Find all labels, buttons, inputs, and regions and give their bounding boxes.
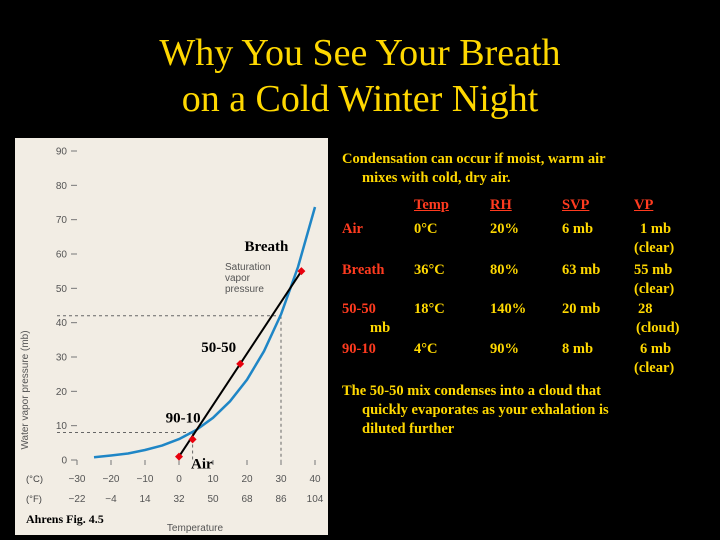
header-rh: RH — [490, 197, 512, 213]
data-points: Air 90-10 50-50 Breath — [166, 239, 306, 473]
row-svp: 63 mb — [562, 262, 601, 278]
y-tick-label: 70 — [56, 215, 68, 226]
table-row-breath: Breath 36°C 80% 63 mb 55 mb (clear) — [342, 261, 712, 301]
y-tick-label: 90 — [56, 147, 68, 158]
row-rh: 20% — [490, 221, 519, 237]
row-rh: 80% — [490, 262, 519, 278]
row-svp: 8 mb — [562, 341, 594, 357]
title-line-1: Why You See Your Breath — [159, 32, 561, 74]
x-tick-label-fahrenheit: 14 — [139, 494, 151, 505]
row-label: 50-50 — [342, 301, 376, 317]
row-label-continuation: mb — [370, 320, 391, 336]
y-tick-label: 60 — [56, 250, 68, 261]
point-breath — [297, 267, 306, 276]
y-tick-label: 50 — [56, 284, 68, 295]
row-vp: 55 mb — [634, 262, 673, 278]
point-label-breath: Breath — [245, 239, 290, 255]
y-axis-label: Water vapor pressure (mb) — [20, 330, 31, 449]
dashed-reference-lines — [57, 315, 282, 460]
point-label-50-50: 50-50 — [201, 340, 236, 356]
curve-label-line-3: pressure — [225, 284, 264, 295]
x-axis-label: Temperature — [167, 523, 224, 534]
point-90-10 — [188, 435, 197, 444]
x-unit-fahrenheit: (°F) — [26, 494, 42, 505]
header-vp: VP — [634, 197, 654, 213]
row-temp: 18°C — [414, 301, 445, 317]
point-label-90-10: 90-10 — [166, 410, 201, 426]
row-note: (clear) — [634, 281, 675, 297]
y-tick-label: 10 — [56, 421, 68, 432]
x-tick-label-fahrenheit: −4 — [105, 494, 117, 505]
outro-line-2: quickly evaporates as your exhalation is — [362, 402, 609, 418]
row-note: (clear) — [634, 240, 675, 256]
row-rh: 90% — [490, 341, 519, 357]
intro-line-2: mixes with cold, dry air. — [362, 170, 511, 186]
x-tick-label-celsius: −10 — [137, 474, 154, 485]
chart-figure: 0 10 20 30 40 50 60 70 80 90 −30 −22 −20 −4 −10 14 0 32 10… — [15, 138, 328, 535]
x-tick-label-celsius: 10 — [207, 474, 219, 485]
header-svp: SVP — [562, 197, 590, 213]
y-tick-label: 80 — [56, 181, 68, 192]
table-header-row: Temp RH SVP VP — [342, 196, 712, 236]
x-tick-label-celsius: 30 — [275, 474, 287, 485]
row-svp: 6 mb — [562, 221, 594, 237]
x-tick-label-celsius: 0 — [176, 474, 182, 485]
figure-caption: Ahrens Fig. 4.5 — [26, 512, 104, 526]
x-tick-label-fahrenheit: 50 — [207, 494, 219, 505]
row-vp: 1 mb — [640, 221, 672, 237]
row-rh: 140% — [490, 301, 527, 317]
curve-label: Saturation vapor pressure — [225, 262, 271, 295]
x-tick-label-celsius: −20 — [103, 474, 120, 485]
intro-line-1: Condensation can occur if moist, warm ai… — [342, 151, 606, 167]
intro-text: Condensation can occur if moist, warm ai… — [342, 150, 712, 188]
x-tick-label-celsius: 40 — [309, 474, 321, 485]
y-tick-label: 20 — [56, 387, 68, 398]
y-tick-label: 0 — [61, 456, 67, 467]
x-tick-label-celsius: −30 — [69, 474, 86, 485]
axis-ticks: 0 10 20 30 40 50 60 70 80 90 −30 −22 −20 −4 −10 14 0 32 10… — [56, 147, 324, 506]
row-temp: 4°C — [414, 341, 438, 357]
point-50-50 — [236, 359, 245, 368]
row-temp: 0°C — [414, 221, 438, 237]
curve-label-line-1: Saturation — [225, 262, 271, 273]
x-tick-label-fahrenheit: 86 — [275, 494, 287, 505]
point-label-air: Air — [191, 457, 213, 473]
x-tick-label-fahrenheit: 104 — [307, 494, 324, 505]
outro-line-1: The 50-50 mix condenses into a cloud tha… — [342, 383, 602, 399]
row-vp: 28 — [638, 301, 653, 317]
x-tick-label-fahrenheit: 32 — [173, 494, 185, 505]
outro-text: The 50-50 mix condenses into a cloud tha… — [342, 382, 712, 439]
point-air — [175, 452, 183, 461]
row-note: (clear) — [634, 360, 675, 376]
slide-title: Why You See Your Breath on a Cold Winter… — [0, 30, 720, 122]
outro-line-3: diluted further — [362, 421, 455, 437]
row-label: Breath — [342, 262, 385, 278]
row-note: (cloud) — [636, 320, 680, 336]
table-row-air: Air 0°C 20% 6 mb 1 mb (clear) — [342, 220, 712, 260]
row-vp: 6 mb — [640, 341, 672, 357]
row-label: Air — [342, 221, 363, 237]
saturation-curve — [93, 206, 317, 459]
row-label: 90-10 — [342, 341, 376, 357]
row-temp: 36°C — [414, 262, 445, 278]
y-tick-label: 30 — [56, 353, 68, 364]
row-svp: 20 mb — [562, 301, 601, 317]
table-row-50-50: 50-50 mb 18°C 140% 20 mb 28 (cloud) — [342, 300, 712, 340]
table-row-90-10: 90-10 4°C 90% 8 mb 6 mb (clear) — [342, 340, 712, 380]
x-tick-label-celsius: 20 — [241, 474, 253, 485]
x-unit-celsius: (°C) — [26, 474, 43, 485]
header-temp: Temp — [414, 197, 449, 213]
y-tick-label: 40 — [56, 318, 68, 329]
x-tick-label-fahrenheit: 68 — [241, 494, 253, 505]
title-line-2: on a Cold Winter Night — [181, 78, 539, 120]
curve-label-line-2: vapor — [225, 273, 251, 284]
x-tick-label-fahrenheit: −22 — [69, 494, 86, 505]
chart-svg: 0 10 20 30 40 50 60 70 80 90 −30 −22 −20 −4 −10 14 0 32 10… — [20, 147, 324, 535]
